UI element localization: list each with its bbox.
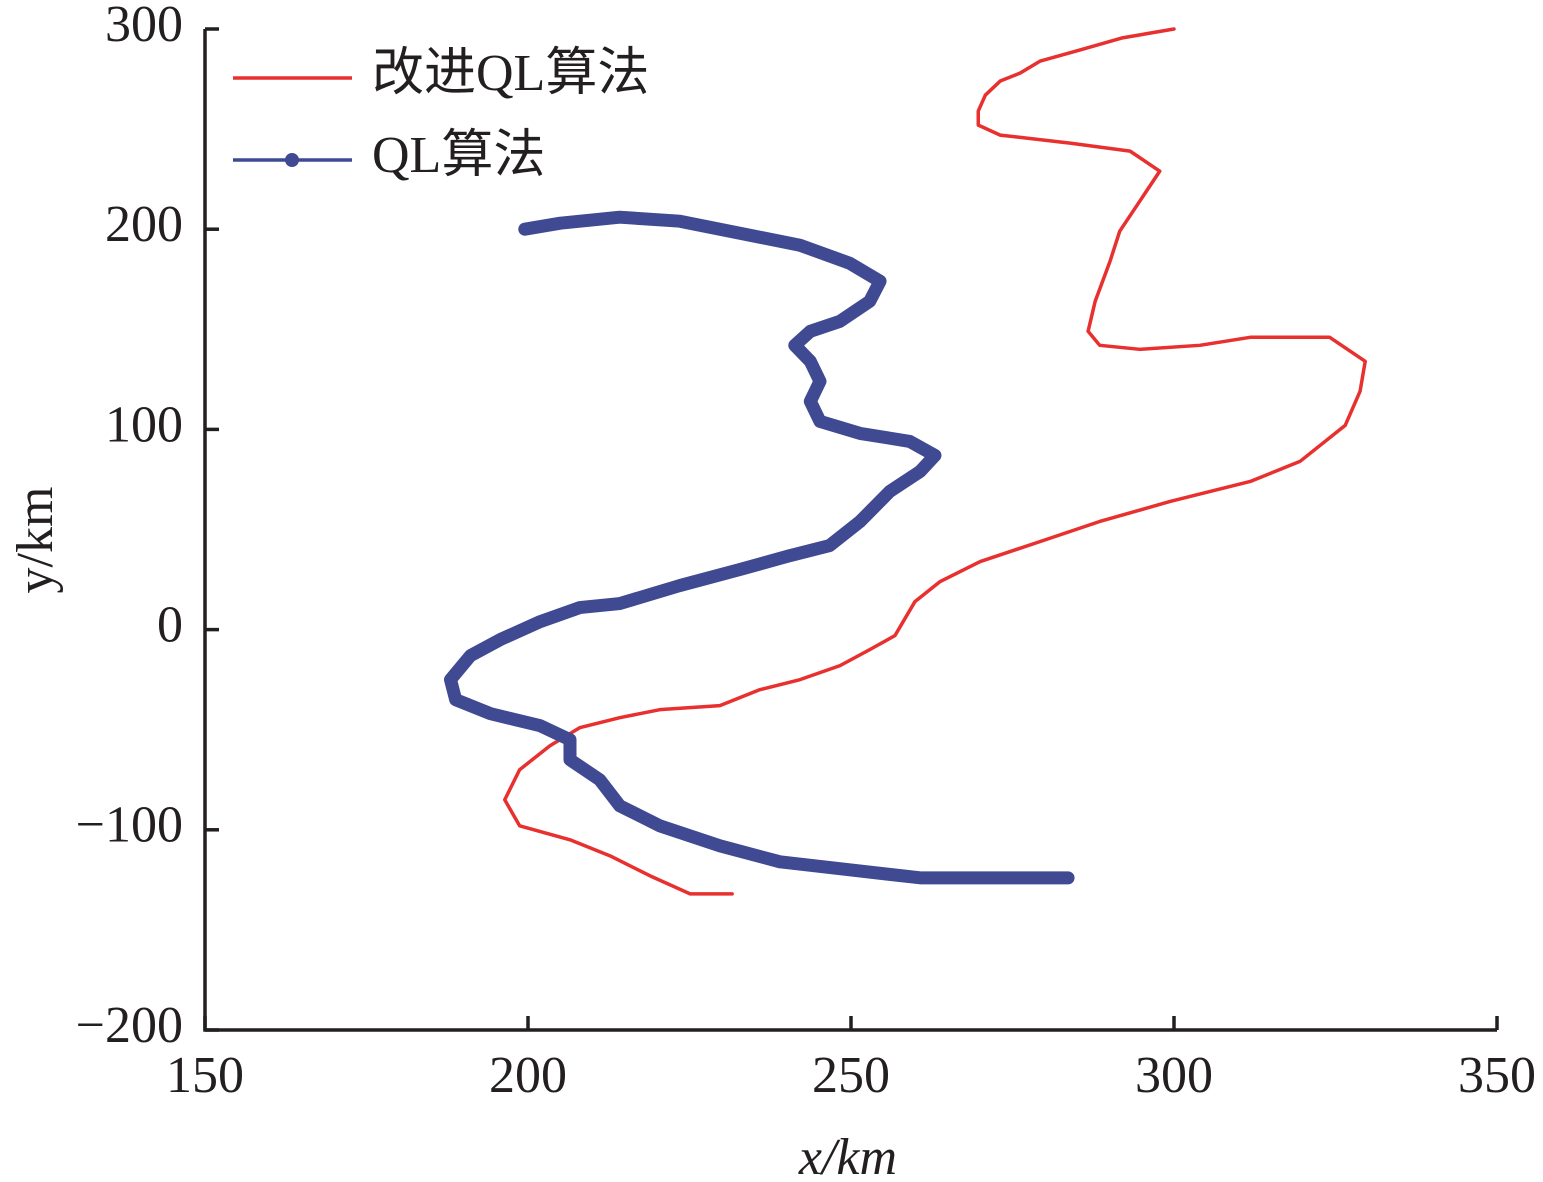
y-tick-label: −100 — [76, 797, 183, 854]
y-axis-label: y/km — [7, 487, 64, 594]
x-tick-label: 150 — [166, 1047, 244, 1104]
legend-label: 改进QL算法 — [372, 45, 649, 102]
legend-label: QL算法 — [372, 127, 545, 184]
series-line — [443, 210, 1075, 885]
x-tick-label: 300 — [1135, 1047, 1213, 1104]
y-tick-label: 0 — [157, 597, 183, 654]
x-axis-label: x/km — [798, 1129, 897, 1182]
legend-marker — [285, 153, 299, 167]
y-tick-label: 100 — [105, 396, 183, 453]
y-tick-label: −200 — [76, 997, 183, 1054]
x-tick-label: 250 — [812, 1047, 890, 1104]
x-tick-label: 200 — [489, 1047, 567, 1104]
y-tick-label: 300 — [105, 0, 183, 53]
x-tick-label: 350 — [1458, 1047, 1536, 1104]
y-tick-label: 200 — [105, 196, 183, 253]
plot-area: 150 200 250 300 350 −200 −100 0 100 200 300 改进QL算法 Q… — [76, 0, 1536, 1104]
